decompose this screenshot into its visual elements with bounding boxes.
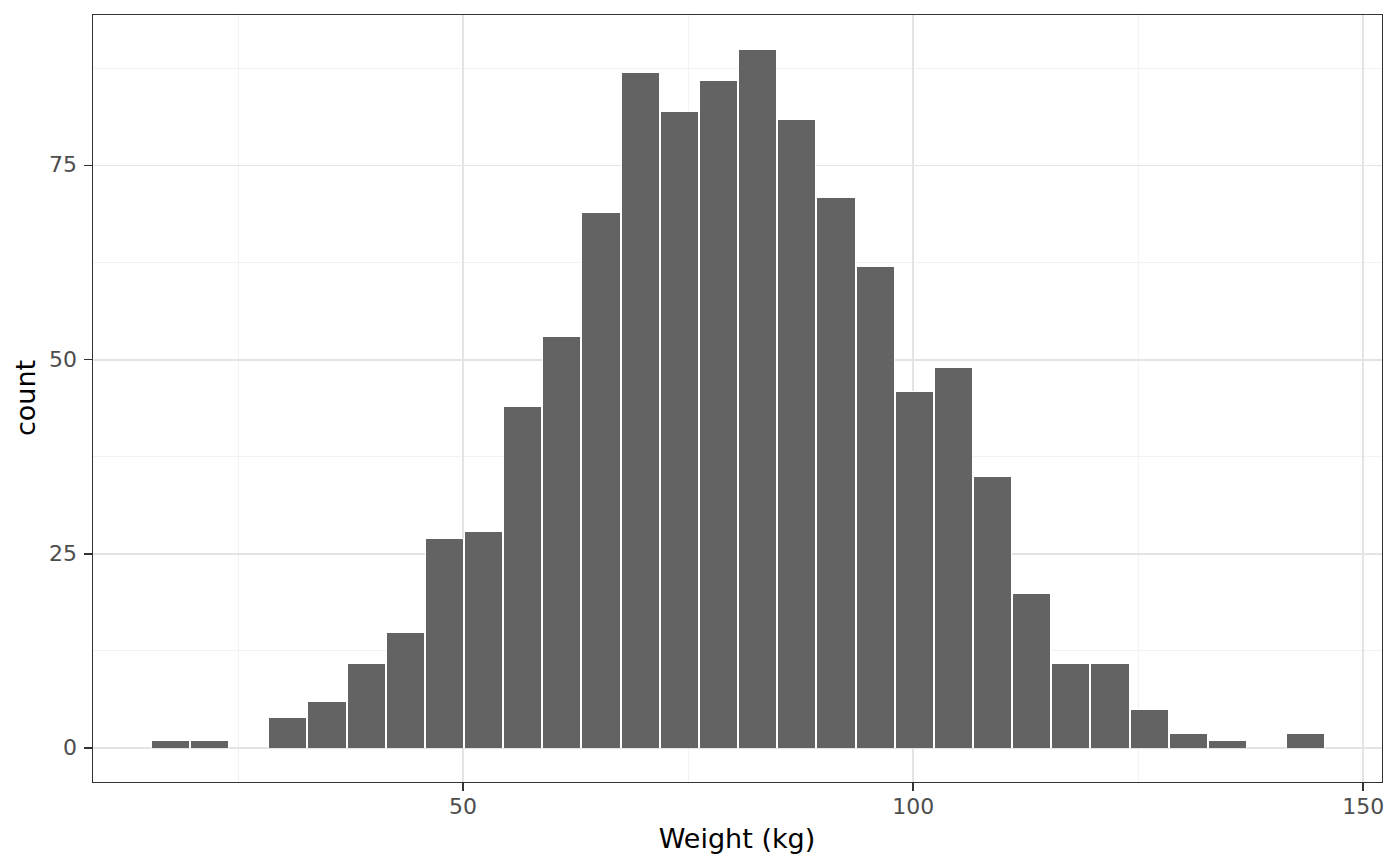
histogram-bar [1130, 709, 1169, 748]
histogram-bar [856, 266, 895, 748]
y-tick-label: 0 [0, 736, 77, 760]
histogram-bar [973, 476, 1012, 748]
y-tick-mark [84, 165, 92, 167]
histogram-bar [777, 119, 816, 748]
histogram-bar [1286, 733, 1325, 749]
x-gridline-major [1362, 14, 1364, 783]
x-tick-mark [462, 783, 464, 791]
x-tick-mark [1362, 783, 1364, 791]
histogram-bar [542, 336, 581, 748]
histogram-bar [347, 663, 386, 748]
histogram-bar [816, 197, 855, 749]
histogram-bar [738, 49, 777, 748]
x-tick-label: 100 [892, 795, 934, 819]
histogram-bar [307, 701, 346, 748]
histogram-bar [1169, 733, 1208, 749]
x-tick-mark [912, 783, 914, 791]
histogram-bar [660, 111, 699, 748]
histogram-bar [503, 406, 542, 748]
y-tick-mark [84, 359, 92, 361]
histogram-bar [425, 538, 464, 748]
histogram-figure: 501001500255075 Weight (kg) count [0, 0, 1400, 866]
histogram-bar [699, 80, 738, 748]
histogram-bar [1208, 740, 1247, 748]
x-axis-title: Weight (kg) [659, 824, 816, 854]
histogram-bar [934, 367, 973, 748]
y-tick-label: 75 [0, 153, 77, 177]
histogram-bar [581, 212, 620, 748]
histogram-bar [464, 531, 503, 748]
histogram-bar [1090, 663, 1129, 748]
y-axis-title: count [11, 360, 41, 436]
histogram-bar [151, 740, 190, 748]
x-gridline-minor [1138, 14, 1139, 783]
x-gridline-minor [238, 14, 239, 783]
histogram-bar [190, 740, 229, 748]
y-tick-mark [84, 747, 92, 749]
histogram-bar [895, 391, 934, 748]
histogram-bar [1051, 663, 1090, 748]
y-tick-mark [84, 553, 92, 555]
histogram-bar [386, 632, 425, 749]
plot-panel [92, 14, 1383, 783]
histogram-bar [1012, 593, 1051, 748]
x-tick-label: 150 [1342, 795, 1384, 819]
y-tick-label: 25 [0, 542, 77, 566]
histogram-bar [621, 72, 660, 748]
histogram-bar [268, 717, 307, 748]
x-tick-label: 50 [449, 795, 477, 819]
